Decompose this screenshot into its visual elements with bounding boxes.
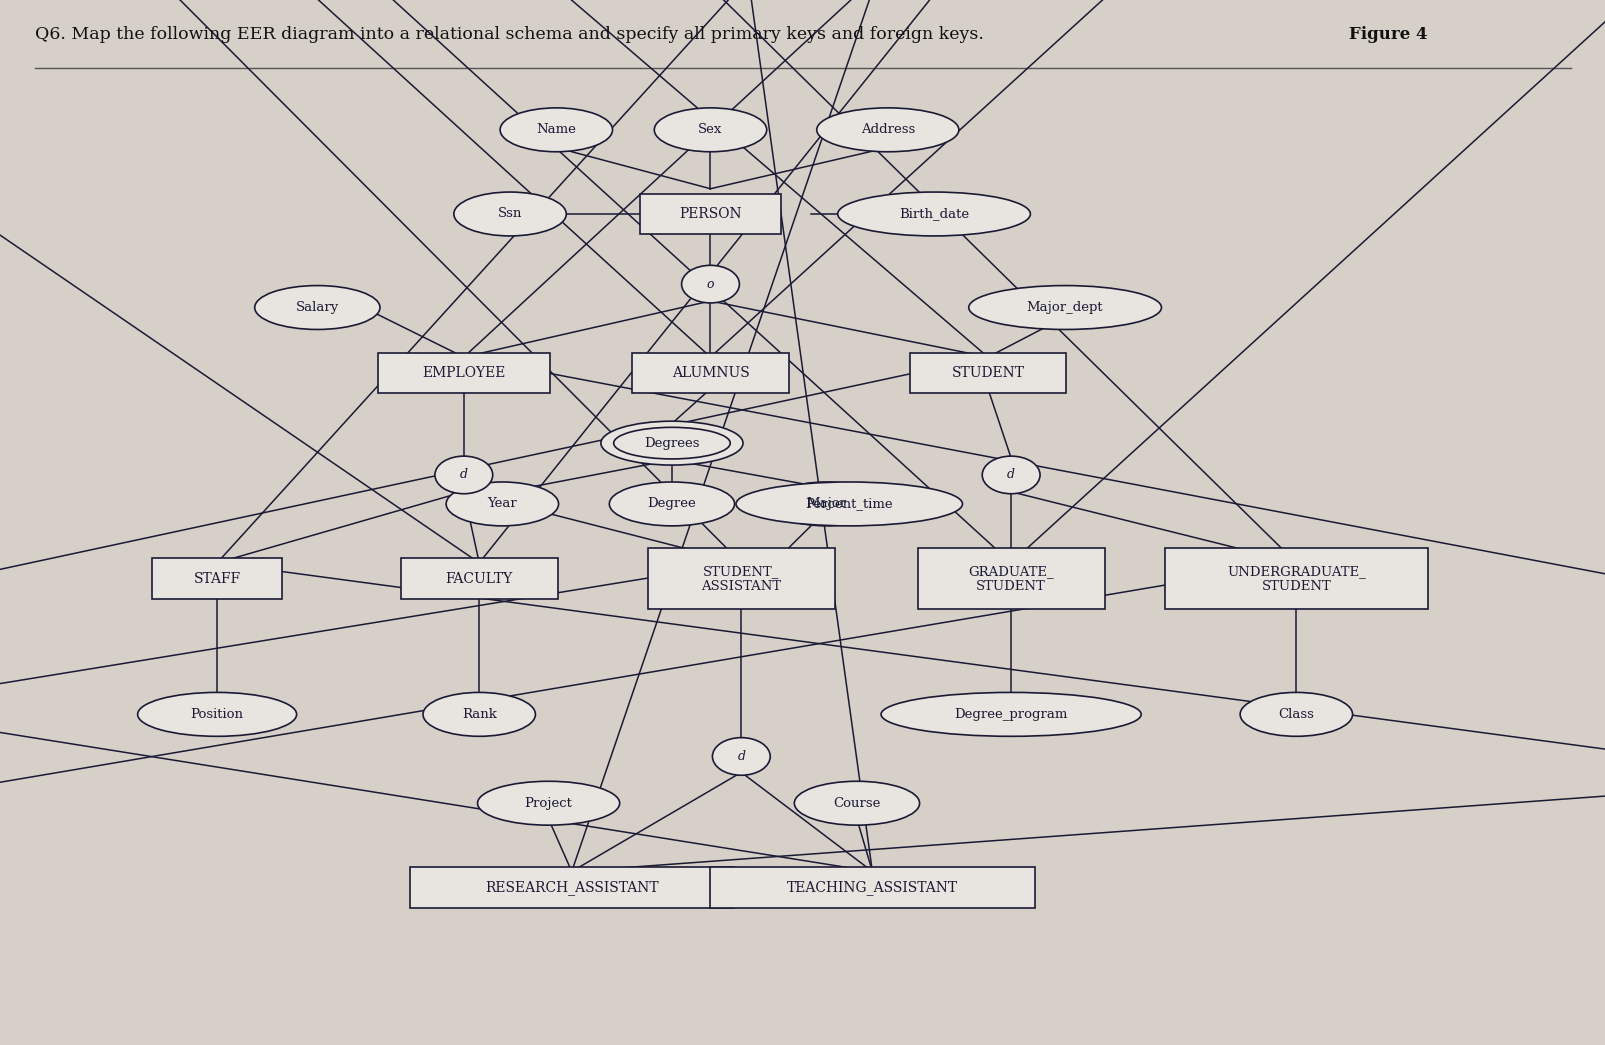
Ellipse shape bbox=[838, 192, 1030, 236]
Text: Sex: Sex bbox=[698, 123, 722, 136]
Text: Address: Address bbox=[860, 123, 915, 136]
Text: EMPLOYEE: EMPLOYEE bbox=[422, 366, 506, 380]
Text: Q6. Map the following EER diagram into a relational schema and specify all prima: Q6. Map the following EER diagram into a… bbox=[35, 26, 984, 43]
Ellipse shape bbox=[769, 482, 881, 526]
FancyBboxPatch shape bbox=[639, 193, 780, 234]
Ellipse shape bbox=[422, 693, 534, 737]
FancyBboxPatch shape bbox=[916, 549, 1104, 609]
Text: PERSON: PERSON bbox=[679, 207, 742, 220]
FancyBboxPatch shape bbox=[632, 352, 788, 393]
Text: Position: Position bbox=[191, 707, 244, 721]
Text: d: d bbox=[459, 468, 467, 482]
Text: ALUMNUS: ALUMNUS bbox=[671, 366, 750, 380]
Ellipse shape bbox=[653, 108, 766, 152]
FancyBboxPatch shape bbox=[709, 867, 1034, 908]
Text: Class: Class bbox=[1278, 707, 1313, 721]
Text: GRADUATE_
STUDENT: GRADUATE_ STUDENT bbox=[968, 564, 1053, 593]
Text: Percent_time: Percent_time bbox=[806, 497, 892, 510]
Ellipse shape bbox=[817, 108, 958, 152]
Ellipse shape bbox=[600, 421, 743, 465]
FancyBboxPatch shape bbox=[152, 558, 282, 599]
Text: Ssn: Ssn bbox=[498, 208, 522, 220]
Text: FACULTY: FACULTY bbox=[445, 572, 512, 586]
FancyBboxPatch shape bbox=[409, 867, 733, 908]
Ellipse shape bbox=[138, 693, 297, 737]
Text: Degree: Degree bbox=[647, 497, 697, 510]
Circle shape bbox=[681, 265, 738, 303]
Ellipse shape bbox=[881, 693, 1141, 737]
Text: STUDENT_
ASSISTANT: STUDENT_ ASSISTANT bbox=[701, 564, 782, 593]
Text: Degrees: Degrees bbox=[644, 437, 700, 449]
Text: o: o bbox=[706, 278, 714, 291]
Text: d: d bbox=[737, 750, 745, 763]
Text: Course: Course bbox=[833, 796, 880, 810]
Text: Figure 4: Figure 4 bbox=[1348, 26, 1427, 43]
Text: Year: Year bbox=[488, 497, 517, 510]
Text: UNDERGRADUATE_
STUDENT: UNDERGRADUATE_ STUDENT bbox=[1226, 564, 1364, 593]
Ellipse shape bbox=[1239, 693, 1351, 737]
Text: STUDENT: STUDENT bbox=[950, 366, 1024, 380]
Ellipse shape bbox=[735, 482, 961, 526]
Text: Major_dept: Major_dept bbox=[1026, 301, 1103, 314]
Ellipse shape bbox=[794, 782, 920, 826]
Ellipse shape bbox=[968, 285, 1160, 329]
Circle shape bbox=[713, 738, 770, 775]
FancyBboxPatch shape bbox=[908, 352, 1066, 393]
Ellipse shape bbox=[446, 482, 559, 526]
Text: Major: Major bbox=[806, 497, 846, 510]
Text: Project: Project bbox=[525, 796, 573, 810]
Text: d: d bbox=[1006, 468, 1014, 482]
FancyBboxPatch shape bbox=[1164, 549, 1427, 609]
Circle shape bbox=[435, 456, 493, 493]
Circle shape bbox=[982, 456, 1040, 493]
Ellipse shape bbox=[454, 192, 567, 236]
Text: Name: Name bbox=[536, 123, 576, 136]
FancyBboxPatch shape bbox=[377, 352, 549, 393]
Text: Rank: Rank bbox=[462, 707, 496, 721]
Text: TEACHING_ASSISTANT: TEACHING_ASSISTANT bbox=[786, 880, 957, 895]
Ellipse shape bbox=[477, 782, 620, 826]
Text: Degree_program: Degree_program bbox=[953, 707, 1067, 721]
Text: Salary: Salary bbox=[295, 301, 339, 314]
FancyBboxPatch shape bbox=[647, 549, 835, 609]
Text: Birth_date: Birth_date bbox=[899, 208, 968, 220]
FancyBboxPatch shape bbox=[401, 558, 557, 599]
Ellipse shape bbox=[255, 285, 380, 329]
Ellipse shape bbox=[608, 482, 733, 526]
Ellipse shape bbox=[613, 427, 730, 459]
Text: RESEARCH_ASSISTANT: RESEARCH_ASSISTANT bbox=[485, 880, 658, 895]
Text: STAFF: STAFF bbox=[193, 572, 241, 586]
Ellipse shape bbox=[499, 108, 612, 152]
